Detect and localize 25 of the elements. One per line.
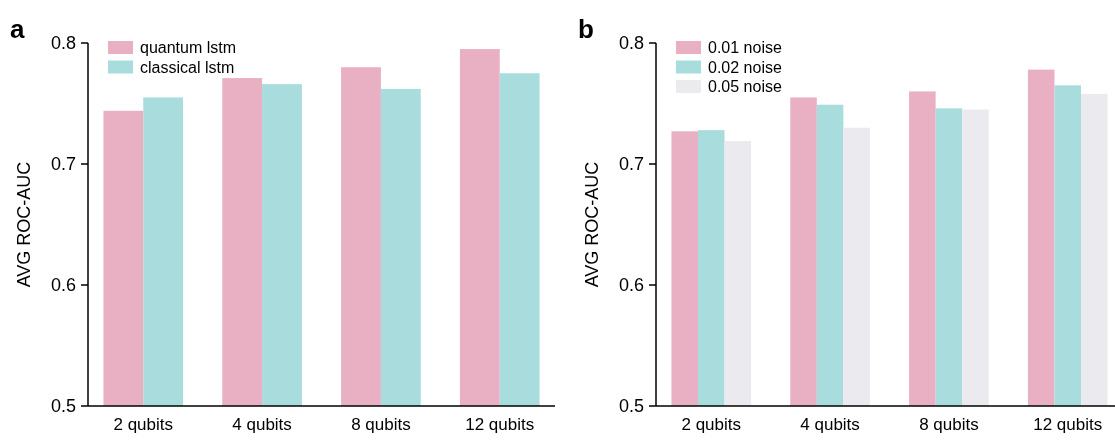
y-tick-label: 0.8: [50, 33, 76, 54]
y-axis-title: AVG ROC-AUC: [582, 161, 602, 288]
x-tick-label: 8 qubits: [351, 415, 411, 434]
y-tick-label: 0.5: [618, 396, 644, 417]
y-tick-label: 0.7: [618, 154, 644, 175]
x-tick-label: 2 qubits: [113, 415, 174, 434]
y-tick-label: 0.5: [50, 396, 76, 417]
chart-title: b: [578, 14, 594, 44]
legend-label: quantum lstm: [140, 39, 237, 57]
y-tick-label: 0.6: [618, 275, 644, 296]
y-tick-label: 0.8: [618, 33, 644, 54]
legend-label: 0.02 noise: [708, 58, 782, 76]
y-tick-label: 0.6: [50, 275, 76, 296]
y-tick-label: 0.7: [50, 154, 76, 175]
x-tick-label: 4 qubits: [232, 415, 292, 434]
chart-title: a: [10, 14, 25, 44]
x-tick-label: 2 qubits: [681, 415, 742, 434]
x-tick-label: 12 qubits: [1033, 415, 1103, 434]
legend-label: classical lstm: [140, 58, 235, 76]
x-tick-label: 12 qubits: [465, 415, 535, 434]
legend-label: 0.05 noise: [708, 78, 782, 96]
x-tick-label: 8 qubits: [919, 415, 979, 434]
y-axis-title: AVG ROC-AUC: [14, 161, 34, 288]
legend-label: 0.01 noise: [708, 39, 782, 57]
x-tick-label: 4 qubits: [800, 415, 860, 434]
